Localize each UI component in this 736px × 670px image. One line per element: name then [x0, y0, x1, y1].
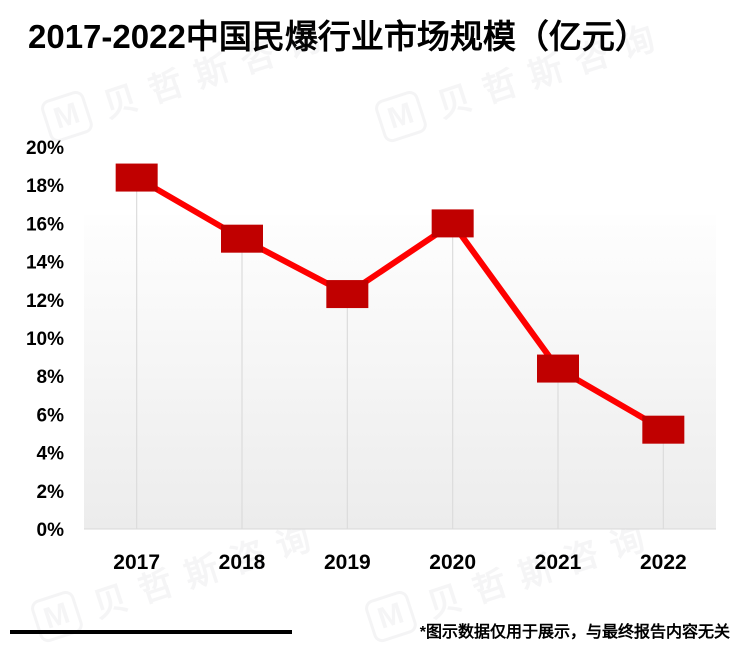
data-point-marker-2017: [115, 163, 158, 192]
x-axis-tick-label: 2018: [219, 551, 266, 574]
y-axis-tick-label: 20%: [26, 138, 64, 159]
line-chart-canvas: 20% 18% 16% 14% 12% 10% 8% 6% 4% 2% 0% 2017 2018 2019…: [26, 138, 716, 574]
data-point-marker-2022: [642, 415, 685, 444]
y-axis-tick-label: 2%: [37, 482, 65, 503]
x-axis-tick-label: 2022: [640, 551, 687, 574]
data-point-marker-2019: [326, 280, 369, 309]
footer-divider: [10, 630, 292, 634]
x-axis-tick-label: 2020: [429, 551, 476, 574]
y-axis-tick-label: 4%: [37, 444, 65, 465]
plot-area-wall: [84, 215, 716, 529]
data-point-marker-2018: [221, 224, 263, 253]
x-axis-tick-label: 2021: [535, 551, 582, 574]
y-axis-tick-label: 6%: [37, 405, 65, 426]
data-point-marker-2020: [431, 209, 474, 238]
chart-title: 2017-2022中国民爆行业市场规模（亿元）: [28, 18, 648, 55]
y-axis-tick-label: 12%: [26, 291, 64, 312]
disclaimer-note: *图示数据仅用于展示，与最终报告内容无关: [419, 624, 730, 641]
data-point-marker-2021: [537, 354, 579, 383]
y-axis-tick-label: 0%: [37, 520, 65, 541]
y-axis-tick-label: 18%: [26, 176, 64, 197]
x-axis-tick-label: 2019: [324, 551, 371, 574]
y-axis-tick-label: 10%: [26, 329, 64, 350]
y-axis-tick-label: 14%: [26, 253, 64, 274]
x-axis-tick-label: 2017: [113, 551, 160, 574]
y-axis-tick-label: 16%: [26, 214, 64, 235]
y-axis-tick-label: 8%: [37, 367, 65, 388]
